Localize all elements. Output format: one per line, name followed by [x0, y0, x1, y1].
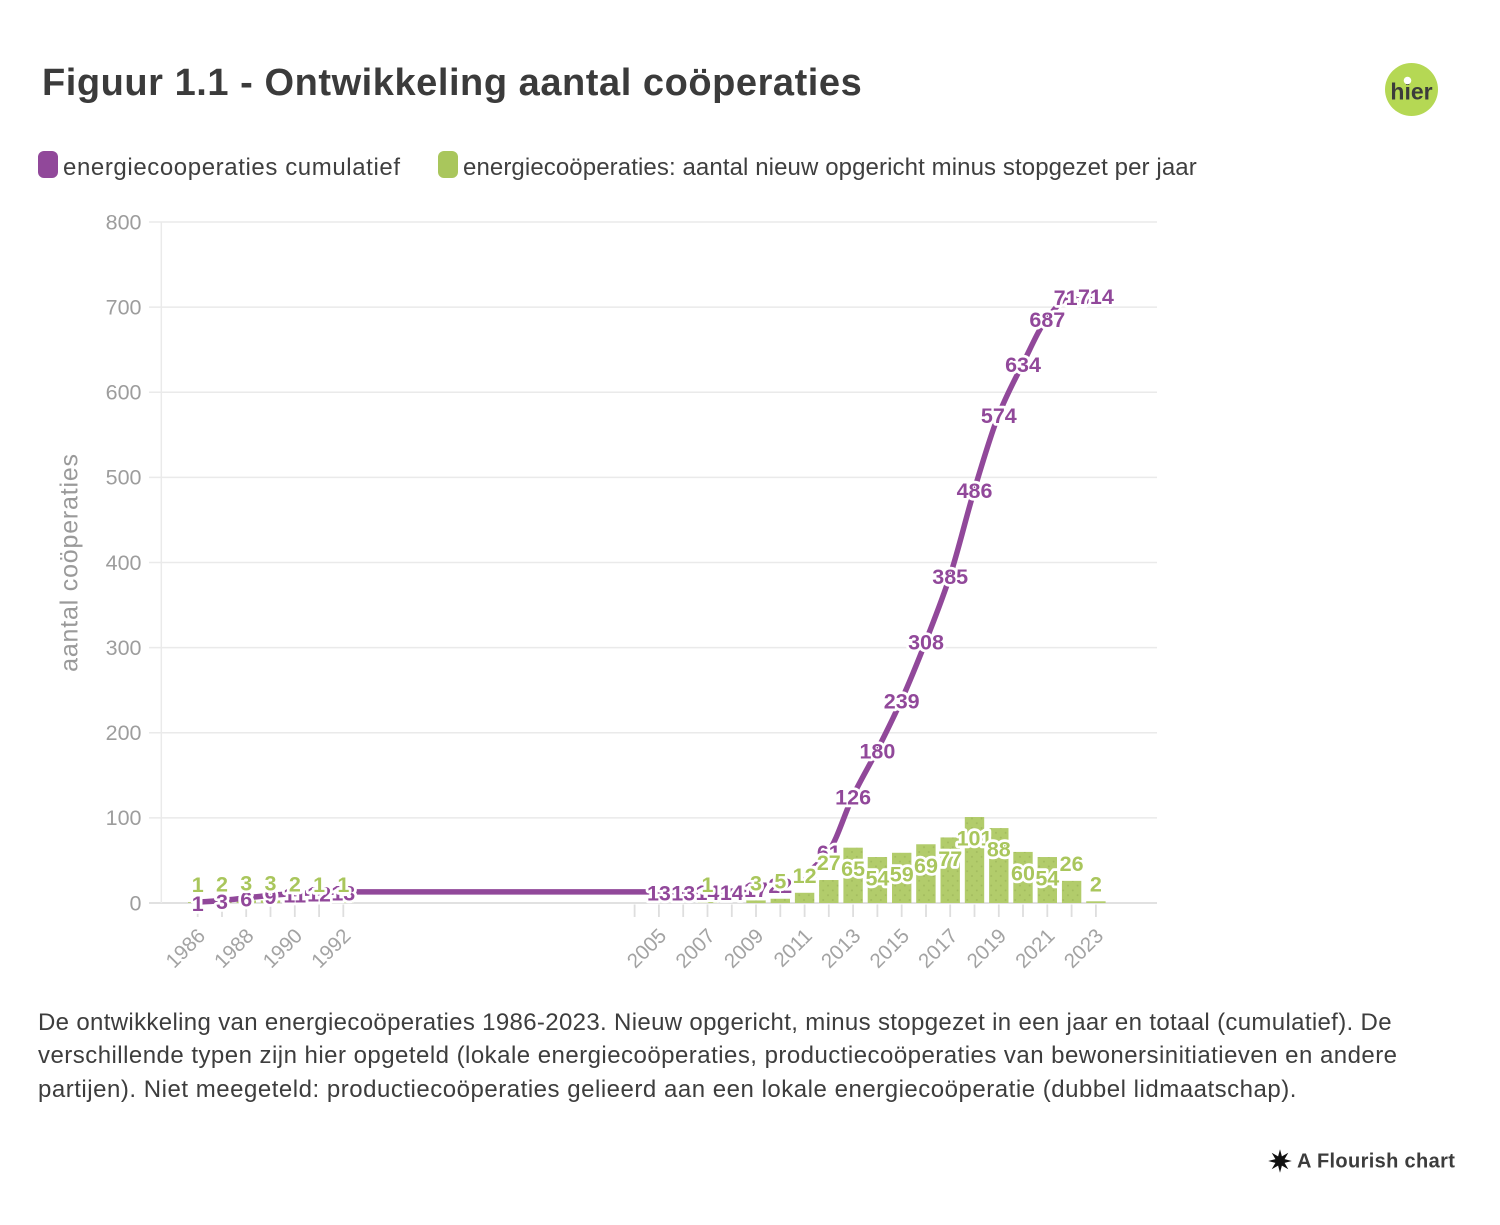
svg-text:800: 800: [106, 210, 142, 234]
svg-text:300: 300: [106, 636, 142, 660]
svg-text:26: 26: [1060, 852, 1084, 876]
svg-text:700: 700: [106, 295, 142, 319]
svg-text:308: 308: [908, 631, 944, 655]
svg-text:2013: 2013: [817, 924, 866, 973]
svg-text:101: 101: [957, 827, 993, 851]
svg-text:3: 3: [265, 871, 277, 895]
svg-text:500: 500: [106, 466, 142, 490]
svg-text:hier: hier: [1390, 79, 1432, 105]
svg-text:13: 13: [331, 882, 355, 906]
svg-text:600: 600: [106, 381, 142, 405]
svg-text:2017: 2017: [914, 924, 963, 973]
svg-text:17: 17: [744, 878, 768, 902]
svg-text:aantal coöperaties: aantal coöperaties: [56, 453, 84, 672]
svg-text:54: 54: [1035, 867, 1059, 891]
svg-text:34: 34: [793, 864, 817, 888]
svg-text:1: 1: [192, 873, 204, 897]
svg-text:2023: 2023: [1060, 924, 1109, 973]
svg-text:61: 61: [817, 841, 841, 865]
svg-text:54: 54: [865, 867, 889, 891]
svg-text:14: 14: [720, 881, 744, 905]
svg-text:1: 1: [702, 873, 714, 897]
svg-text:11: 11: [283, 883, 306, 907]
svg-text:2: 2: [1090, 872, 1102, 896]
svg-text:65: 65: [841, 857, 865, 881]
svg-text:A Flourish chart: A Flourish chart: [1297, 1151, 1455, 1173]
svg-text:9: 9: [265, 885, 277, 909]
svg-text:59: 59: [890, 862, 914, 886]
svg-text:5: 5: [774, 870, 786, 894]
svg-text:60: 60: [1011, 861, 1035, 885]
svg-text:100: 100: [106, 806, 142, 830]
svg-text:1990: 1990: [259, 924, 308, 973]
svg-text:1: 1: [337, 873, 349, 897]
svg-text:88: 88: [987, 838, 1011, 862]
svg-text:2011: 2011: [769, 924, 816, 971]
svg-text:2009: 2009: [720, 924, 769, 973]
svg-text:27: 27: [817, 851, 841, 875]
svg-text:385: 385: [932, 565, 968, 589]
svg-text:1992: 1992: [307, 924, 356, 973]
svg-text:2: 2: [216, 872, 228, 896]
svg-text:14: 14: [696, 881, 720, 905]
svg-text:12: 12: [307, 883, 331, 907]
svg-text:2021: 2021: [1011, 924, 1060, 973]
svg-text:180: 180: [859, 740, 895, 764]
svg-text:2: 2: [289, 872, 301, 896]
svg-text:3: 3: [750, 871, 762, 895]
svg-text:6: 6: [240, 888, 252, 912]
svg-text:13: 13: [647, 882, 671, 906]
svg-text:3: 3: [216, 890, 228, 914]
svg-text:1: 1: [192, 892, 204, 916]
svg-text:1988: 1988: [210, 924, 259, 973]
svg-text:13: 13: [671, 882, 695, 906]
svg-text:713: 713: [1054, 286, 1090, 310]
svg-text:69: 69: [914, 854, 938, 878]
svg-text:400: 400: [106, 551, 142, 575]
svg-text:3: 3: [240, 871, 252, 895]
svg-text:2005: 2005: [623, 924, 672, 973]
svg-text:634: 634: [1005, 353, 1041, 377]
svg-text:2019: 2019: [963, 924, 1012, 973]
svg-text:486: 486: [957, 479, 993, 503]
svg-text:687: 687: [1029, 308, 1065, 332]
svg-text:574: 574: [981, 404, 1017, 428]
svg-text:2007: 2007: [671, 924, 720, 973]
svg-text:200: 200: [106, 721, 142, 745]
svg-text:239: 239: [884, 689, 920, 713]
svg-text:77: 77: [938, 847, 962, 871]
svg-text:1986: 1986: [161, 924, 210, 973]
svg-text:1: 1: [313, 873, 325, 897]
svg-text:126: 126: [835, 785, 871, 809]
svg-text:12: 12: [793, 864, 817, 888]
svg-text:22: 22: [768, 874, 792, 898]
svg-text:2015: 2015: [865, 924, 914, 973]
svg-text:714: 714: [1078, 285, 1114, 309]
svg-text:0: 0: [130, 891, 142, 915]
